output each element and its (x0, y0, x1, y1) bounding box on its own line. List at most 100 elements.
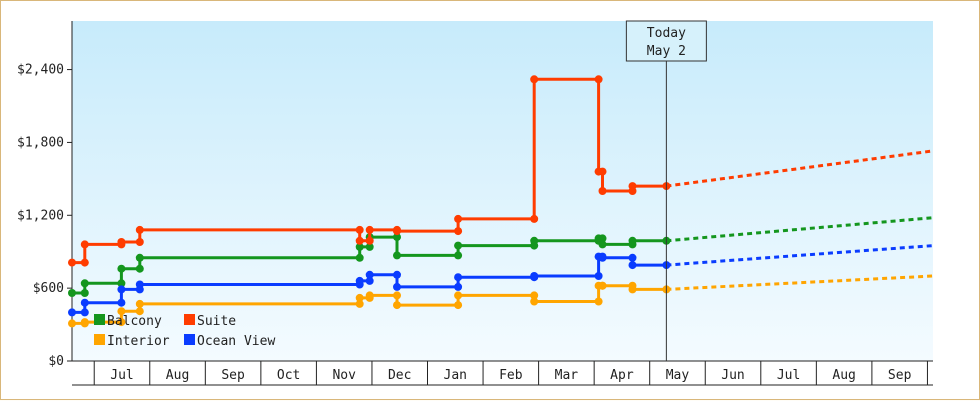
x-tick-label: Oct (277, 368, 300, 383)
data-point (530, 291, 539, 300)
data-point (135, 225, 144, 234)
x-tick-label: May (666, 368, 690, 383)
data-point (598, 281, 607, 290)
data-point (68, 289, 76, 297)
legend-item: Balcony (94, 314, 162, 329)
data-point (117, 285, 126, 294)
data-point (393, 233, 401, 242)
data-point (454, 273, 463, 282)
data-point (365, 236, 374, 245)
data-point (628, 285, 637, 294)
data-point (135, 238, 144, 246)
data-point (598, 253, 607, 262)
legend-swatch (94, 314, 105, 325)
series-ocean-view (68, 244, 934, 317)
data-point (454, 282, 463, 291)
data-point (393, 301, 401, 310)
data-point (117, 307, 126, 316)
data-point (628, 261, 637, 270)
legend-label: Suite (197, 314, 236, 329)
data-point (68, 308, 76, 317)
y-tick-label: $2,400 (17, 63, 64, 78)
data-point (454, 227, 463, 236)
data-point (454, 251, 463, 260)
data-point (594, 272, 603, 280)
x-tick-label: Apr (610, 368, 634, 383)
data-point (117, 298, 126, 307)
x-tick-label: Jan (444, 368, 467, 383)
x-tick-label: Aug (832, 368, 855, 383)
y-tick-label: $1,200 (17, 208, 64, 223)
today-label: Today (647, 26, 686, 41)
plot-area (72, 21, 933, 361)
data-point (454, 214, 463, 223)
legend-swatch (94, 334, 105, 345)
x-tick-label: Feb (499, 368, 523, 383)
x-tick-label: Aug (166, 368, 189, 383)
legend-item: Interior (94, 334, 170, 349)
x-tick-label: Sep (221, 368, 245, 383)
data-point (135, 299, 144, 308)
data-point (80, 258, 89, 267)
data-point (135, 253, 144, 262)
x-tick-label: Jul (110, 368, 133, 383)
data-point (393, 227, 401, 236)
data-point (594, 297, 603, 306)
data-point (365, 242, 374, 251)
data-point (80, 318, 89, 327)
data-point (365, 270, 374, 279)
legend-swatch (184, 334, 195, 345)
data-point (117, 318, 126, 327)
data-point (454, 301, 463, 310)
series-layer (68, 75, 934, 328)
data-point (365, 225, 374, 234)
data-point (117, 264, 126, 273)
data-point (365, 291, 374, 300)
data-point (80, 298, 89, 307)
data-point (365, 276, 374, 285)
data-point (530, 236, 539, 245)
x-tick-label: Dec (388, 368, 411, 383)
data-point (393, 282, 401, 291)
data-point (393, 251, 401, 260)
x-tick-label: Sep (888, 368, 912, 383)
y-tick-label: $1,800 (17, 135, 64, 150)
legend-label: Balcony (107, 314, 162, 329)
x-tick-label: Jul (777, 368, 800, 383)
data-point (355, 253, 364, 262)
data-point (68, 258, 76, 267)
data-point (135, 280, 144, 289)
x-tick-label: Jun (721, 368, 744, 383)
data-point (393, 291, 401, 300)
y-axis: $0 $600 $1,200 $1,800 $2,400 (17, 21, 73, 369)
data-point (530, 75, 539, 84)
data-point (355, 276, 364, 285)
data-point (355, 299, 364, 308)
series-balcony (68, 216, 934, 297)
data-point (355, 242, 364, 251)
data-point (530, 297, 539, 306)
data-point (117, 279, 126, 288)
x-axis: Jul Aug Sep Oct Nov Dec Jan Feb Mar Apr May Jun Jul A… (72, 360, 933, 386)
data-point (80, 279, 89, 288)
today-date: May 2 (647, 44, 686, 59)
series-suite (68, 75, 934, 267)
legend-swatch (184, 314, 195, 325)
data-point (80, 308, 89, 317)
today-marker: Today May 2 (625, 20, 707, 361)
data-point (454, 241, 463, 250)
y-tick-label: $0 (48, 354, 64, 369)
data-point (454, 291, 463, 300)
data-point (598, 167, 607, 176)
data-point (355, 236, 364, 245)
data-point (80, 289, 89, 297)
data-point (530, 272, 539, 280)
data-point (80, 240, 89, 249)
data-point (628, 182, 637, 191)
data-point (598, 187, 607, 195)
data-point (598, 234, 607, 243)
legend-label: Ocean View (197, 334, 275, 349)
data-point (628, 253, 637, 262)
